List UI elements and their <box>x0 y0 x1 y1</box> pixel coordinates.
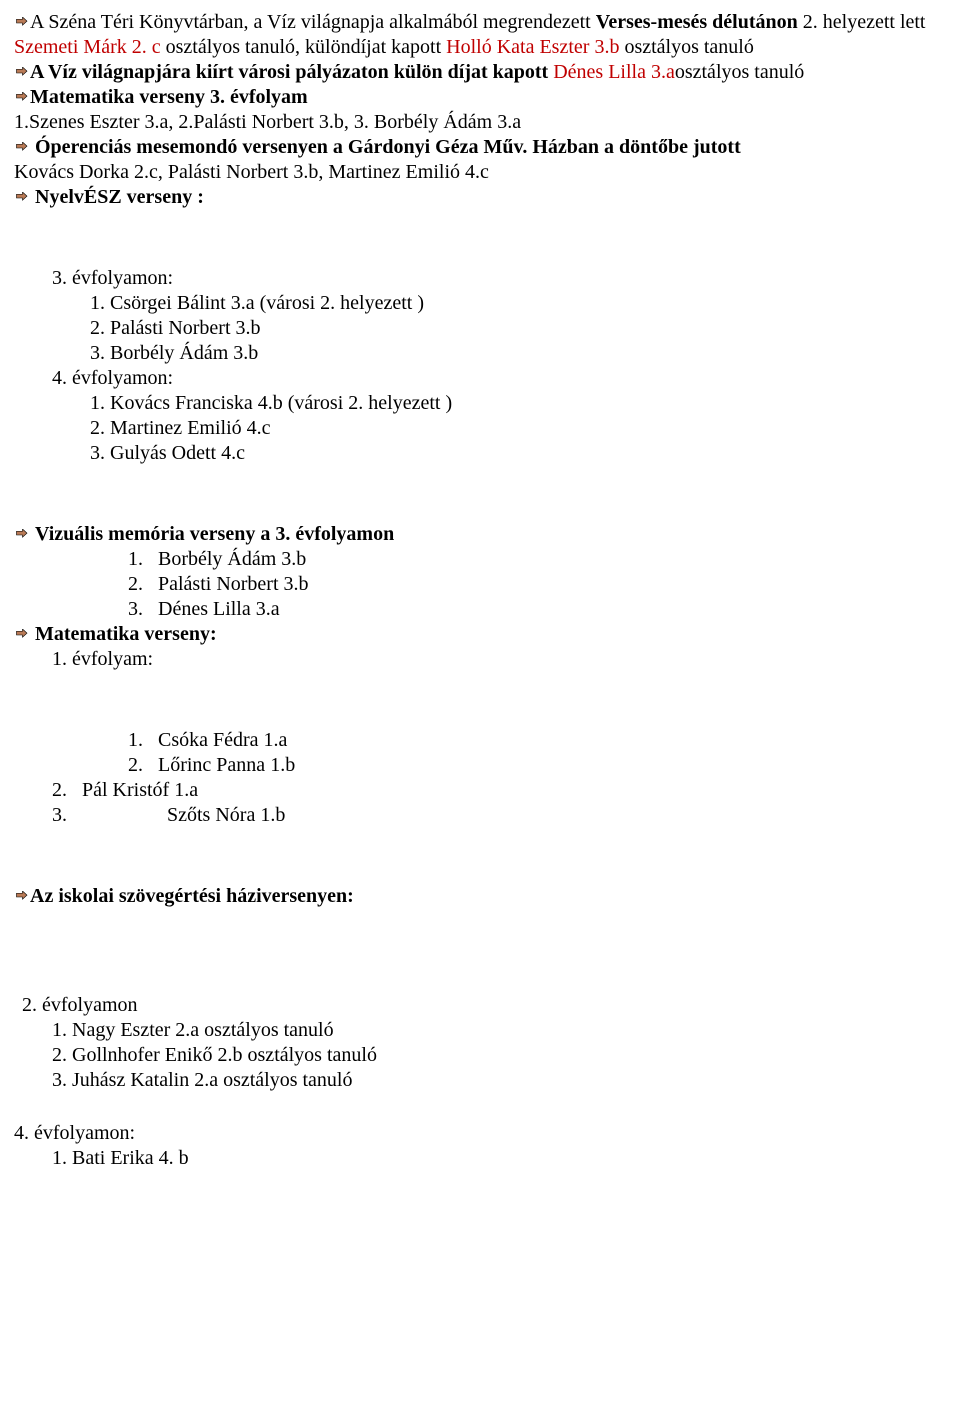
mat-item: 1. Csóka Fédra 1.a <box>14 728 946 753</box>
text-bold: Matematika verseny: <box>35 623 217 645</box>
text-bold: Verses-mesés délutánon <box>596 11 798 33</box>
para-operencias: Óperenciás mesemondó versenyen a Gárdony… <box>14 135 946 160</box>
grade3-item: 1. Csörgei Bálint 3.a (városi 2. helyeze… <box>14 291 946 316</box>
line-matematika-names: 1.Szenes Eszter 3.a, 2.Palásti Norbert 3… <box>14 110 946 135</box>
ev2-item: 3. Juhász Katalin 2.a osztályos tanuló <box>14 1068 946 1093</box>
mat-grade1-head: 1. évfolyam: <box>14 647 946 672</box>
grade3-item: 2. Palásti Norbert 3.b <box>14 316 946 341</box>
para-matematika-3: Matematika verseny 3. évfolyam <box>14 85 946 110</box>
text: osztályos tanuló <box>675 61 804 83</box>
grade4-head: 4. évfolyamon: <box>14 366 946 391</box>
name-red: Dénes Lilla 3.a <box>553 61 675 83</box>
mat-item: 2. Lőrinc Panna 1.b <box>14 753 946 778</box>
text-bold: Vizuális memória verseny a 3. évfolyamon <box>35 523 394 545</box>
arrow-icon <box>14 10 28 35</box>
text: osztályos tanuló <box>619 36 753 58</box>
ev2-item: 2. Gollnhofer Enikő 2.b osztályos tanuló <box>14 1043 946 1068</box>
text-bold: NyelvÉSZ verseny : <box>35 186 204 208</box>
arrow-icon <box>14 622 28 647</box>
para-viz-vilagnap: A Víz világnapjára kiírt városi pályázat… <box>14 60 946 85</box>
para-nyelvesz: NyelvÉSZ verseny : <box>14 185 946 210</box>
arrow-icon <box>14 185 28 210</box>
mat-item: 2. Pál Kristóf 1.a <box>14 778 946 803</box>
para-matematika-verseny: Matematika verseny: <box>14 622 946 647</box>
grade4-item: 1. Kovács Franciska 4.b (városi 2. helye… <box>14 391 946 416</box>
text: 2. helyezett lett <box>798 11 926 33</box>
grade3-head: 3. évfolyamon: <box>14 266 946 291</box>
para-vizualis-memoria: Vizuális memória verseny a 3. évfolyamon <box>14 522 946 547</box>
grade4-item: 3. Gulyás Odett 4.c <box>14 441 946 466</box>
grade3-item: 3. Borbély Ádám 3.b <box>14 341 946 366</box>
text: A Széna Téri Könyvtárban, a Víz világnap… <box>30 11 596 33</box>
para-szovegertes: Az iskolai szövegértési háziversenyen: <box>14 884 946 909</box>
arrow-icon <box>14 60 28 85</box>
text: osztályos tanuló, különdíjat kapott <box>161 36 447 58</box>
text-bold: Matematika verseny 3. évfolyam <box>30 86 308 108</box>
text-bold: Az iskolai szövegértési háziversenyen: <box>30 885 354 907</box>
ev4-head: 4. évfolyamon: <box>14 1121 946 1146</box>
arrow-icon <box>14 135 28 160</box>
text-bold: Óperenciás mesemondó versenyen a Gárdony… <box>35 136 741 158</box>
name-red: Szemeti Márk 2. c <box>14 36 161 58</box>
vm-item: 2. Palásti Norbert 3.b <box>14 572 946 597</box>
vm-item: 1. Borbély Ádám 3.b <box>14 547 946 572</box>
ev2-item: 1. Nagy Eszter 2.a osztályos tanuló <box>14 1018 946 1043</box>
ev4-item: 1. Bati Erika 4. b <box>14 1146 946 1171</box>
para-verses-meses: A Széna Téri Könyvtárban, a Víz világnap… <box>14 10 946 60</box>
mat-item: 3. Szőts Nóra 1.b <box>14 803 946 828</box>
text-bold: A Víz világnapjára kiírt városi pályázat… <box>30 61 553 83</box>
ev2-head: 2. évfolyamon <box>14 993 946 1018</box>
arrow-icon <box>14 884 28 909</box>
arrow-icon <box>14 85 28 110</box>
name-red: Holló Kata Eszter 3.b <box>446 36 619 58</box>
grade4-item: 2. Martinez Emilió 4.c <box>14 416 946 441</box>
arrow-icon <box>14 522 28 547</box>
vm-item: 3. Dénes Lilla 3.a <box>14 597 946 622</box>
line-operencias-names: Kovács Dorka 2.c, Palásti Norbert 3.b, M… <box>14 160 946 185</box>
